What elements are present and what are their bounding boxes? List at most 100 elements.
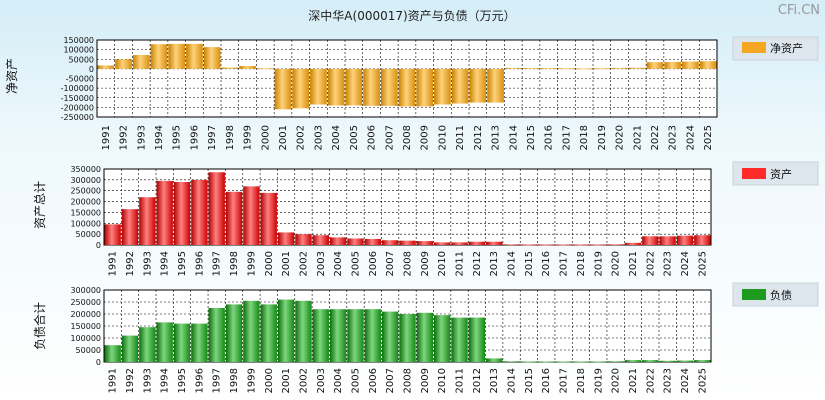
x-tick-label: 1997 bbox=[212, 251, 223, 276]
bar bbox=[590, 361, 607, 363]
y-tick-label: 50000 bbox=[69, 55, 94, 64]
x-tick-label: 2007 bbox=[384, 125, 395, 150]
x-tick-label: 2009 bbox=[420, 125, 431, 150]
bar bbox=[347, 309, 364, 362]
chart-title: 深中华A(000017)资产与负债（万元） bbox=[308, 8, 515, 23]
bar bbox=[139, 327, 156, 362]
x-tick-label: 2000 bbox=[264, 368, 275, 393]
x-tick-label: 2015 bbox=[524, 251, 535, 276]
x-tick-label: 2020 bbox=[615, 125, 626, 150]
x-tick-label: 2000 bbox=[264, 251, 275, 276]
bar bbox=[191, 179, 208, 245]
x-tick-label: 1995 bbox=[172, 125, 183, 150]
bar bbox=[575, 68, 593, 70]
x-tick-label: 2022 bbox=[645, 368, 656, 393]
x-tick-label: 2015 bbox=[524, 368, 535, 393]
bar bbox=[572, 244, 590, 246]
x-tick-label: 1994 bbox=[160, 368, 171, 393]
bar bbox=[168, 43, 186, 69]
bar bbox=[416, 241, 434, 245]
x-tick-label: 1992 bbox=[125, 251, 136, 276]
x-tick-label: 2002 bbox=[298, 368, 309, 393]
x-tick-label: 2019 bbox=[593, 251, 604, 276]
x-tick-label: 2005 bbox=[349, 125, 360, 150]
x-tick-label: 1993 bbox=[142, 251, 153, 276]
bar bbox=[451, 317, 468, 362]
bar bbox=[664, 61, 682, 69]
bar bbox=[312, 235, 329, 245]
x-tick-label: 2018 bbox=[576, 368, 587, 393]
bar bbox=[572, 361, 590, 363]
x-tick-label: 2018 bbox=[579, 125, 590, 150]
x-tick-label: 2005 bbox=[350, 368, 361, 393]
x-tick-label: 1998 bbox=[225, 125, 236, 150]
x-tick-label: 2023 bbox=[668, 125, 679, 150]
bar bbox=[381, 311, 399, 362]
x-tick-label: 2004 bbox=[331, 125, 342, 150]
x-tick-label: 2012 bbox=[472, 368, 483, 393]
x-tick-label: 2025 bbox=[697, 251, 708, 276]
x-tick-label: 1999 bbox=[246, 368, 257, 393]
x-tick-label: 1991 bbox=[108, 251, 119, 276]
x-tick-label: 2023 bbox=[663, 251, 674, 276]
x-tick-label: 1994 bbox=[154, 125, 165, 150]
bar bbox=[156, 322, 173, 362]
x-tick-label: 2001 bbox=[278, 125, 289, 150]
bar bbox=[208, 308, 225, 362]
bar bbox=[173, 323, 191, 362]
y-tick-label: -200000 bbox=[61, 103, 94, 112]
bar bbox=[504, 67, 522, 69]
y-axis-label: 资产总计 bbox=[33, 181, 47, 229]
bar bbox=[434, 242, 451, 245]
bar bbox=[540, 68, 558, 69]
x-tick-label: 2010 bbox=[437, 251, 448, 276]
bar bbox=[104, 224, 121, 245]
x-tick-label: 2003 bbox=[316, 368, 327, 393]
x-tick-label: 2015 bbox=[526, 125, 537, 150]
x-tick-label: 2010 bbox=[437, 368, 448, 393]
y-tick-label: 250000 bbox=[70, 187, 101, 196]
x-tick-label: 1998 bbox=[229, 251, 240, 276]
x-tick-label: 1994 bbox=[160, 251, 171, 276]
bar bbox=[364, 309, 381, 362]
total-liabilities-panel: 负债合计 300000 250000 200000 150000 100000 50000… bbox=[32, 282, 819, 393]
bar bbox=[327, 68, 345, 106]
bar bbox=[260, 192, 277, 245]
x-tick-label: 2016 bbox=[541, 251, 552, 276]
bar bbox=[329, 237, 347, 245]
x-tick-label: 2014 bbox=[507, 251, 518, 276]
bar bbox=[434, 68, 451, 105]
bar bbox=[520, 361, 538, 363]
x-tick-label: 2007 bbox=[385, 251, 396, 276]
x-tick-label: 2000 bbox=[260, 125, 271, 150]
x-tick-label: 1998 bbox=[229, 368, 240, 393]
x-tick-label: 2004 bbox=[333, 251, 344, 276]
bar bbox=[225, 191, 243, 245]
x-tick-label: 2010 bbox=[437, 125, 448, 150]
bar bbox=[139, 197, 156, 245]
y-tick-label: -250000 bbox=[61, 113, 94, 122]
watermark: CFi.CN bbox=[778, 3, 820, 18]
bar bbox=[642, 360, 659, 362]
x-tick-label: 1996 bbox=[194, 368, 205, 393]
bar bbox=[239, 65, 256, 69]
bar bbox=[173, 182, 191, 245]
x-tick-label: 2006 bbox=[367, 125, 378, 150]
x-tick-label: 2009 bbox=[420, 368, 431, 393]
y-tick-label: 100000 bbox=[63, 46, 94, 55]
x-tick-label: 2003 bbox=[316, 251, 327, 276]
y-tick-label: 150000 bbox=[70, 322, 101, 331]
x-tick-label: 2017 bbox=[559, 251, 570, 276]
bar bbox=[208, 172, 225, 245]
plot-area: 300000 250000 200000 150000 100000 50000 0 1991… bbox=[70, 286, 712, 393]
x-tick-label: 2013 bbox=[491, 125, 502, 150]
legend: 负债 bbox=[732, 282, 819, 307]
bar bbox=[381, 240, 399, 245]
y-tick-label: 50000 bbox=[76, 346, 101, 355]
x-tick-label: 1993 bbox=[136, 125, 147, 150]
bar bbox=[555, 244, 572, 246]
bar bbox=[520, 244, 538, 246]
x-tick-label: 2012 bbox=[473, 125, 484, 150]
x-tick-label: 2006 bbox=[368, 251, 379, 276]
